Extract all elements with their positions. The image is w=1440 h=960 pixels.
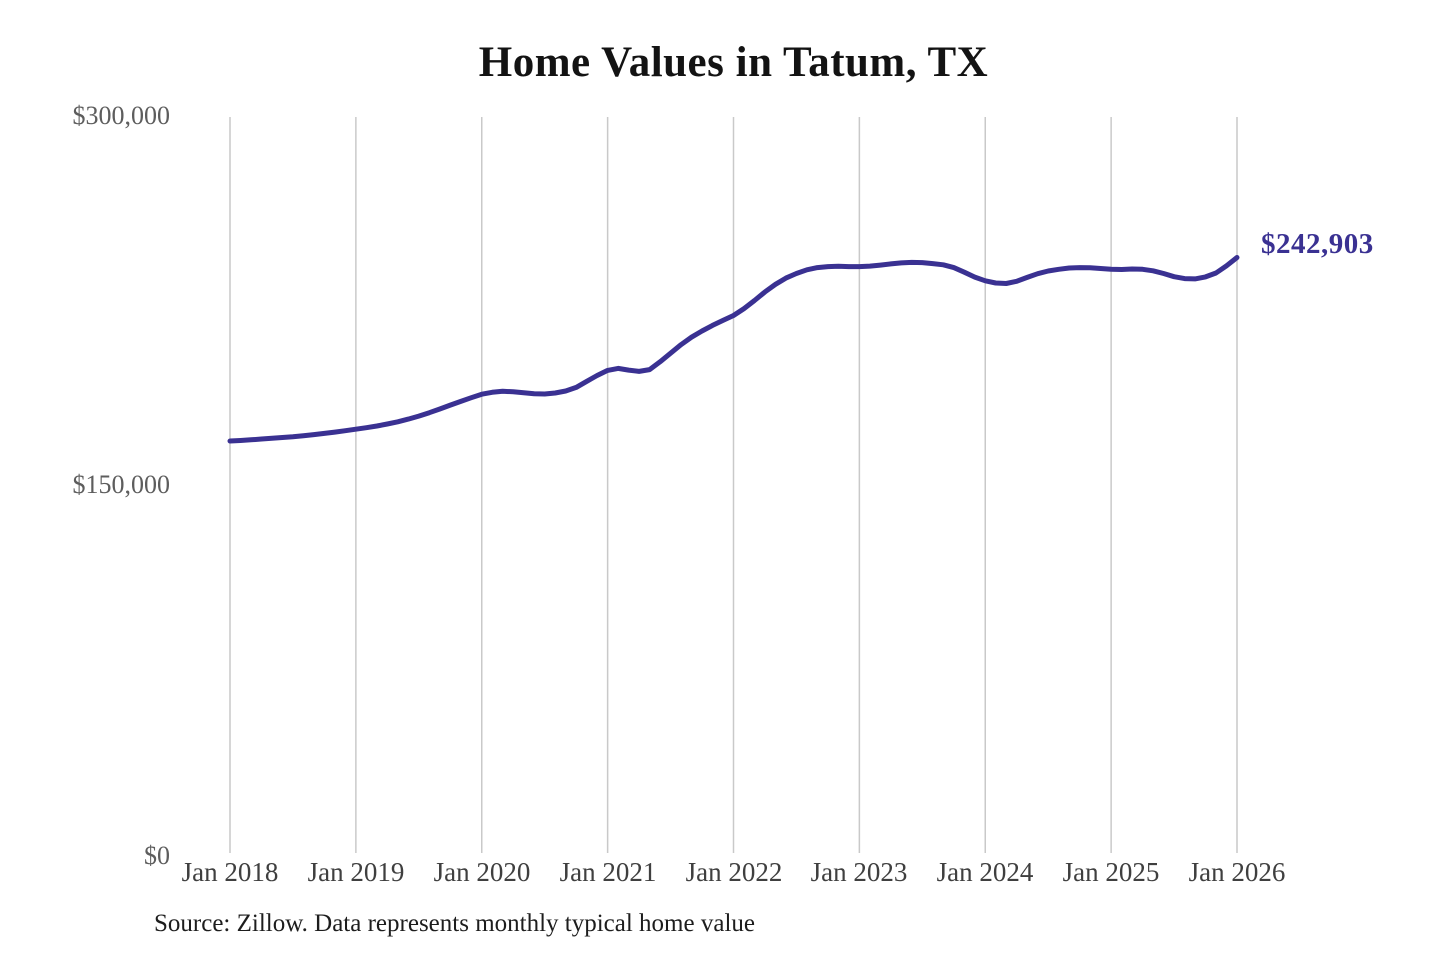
gridlines	[229, 117, 1238, 853]
x-axis-tick-jan-2019: Jan 2019	[307, 857, 405, 887]
y-axis-tick-0: $0	[144, 841, 170, 870]
last-value-annotation: $242,903	[1261, 228, 1374, 260]
x-axis-tick-jan-2020: Jan 2020	[433, 857, 531, 887]
y-axis-tick-150000: $150,000	[72, 470, 171, 499]
x-axis-tick-jan-2021: Jan 2021	[559, 857, 657, 887]
x-axis-tick-jan-2018: Jan 2018	[181, 857, 279, 887]
x-axis-tick-jan-2023: Jan 2023	[810, 857, 908, 887]
x-axis-tick-jan-2024: Jan 2024	[936, 857, 1034, 887]
x-axis-tick-jan-2022: Jan 2022	[685, 857, 783, 887]
x-axis-tick-jan-2025: Jan 2025	[1062, 857, 1160, 887]
source-note: Source: Zillow. Data represents monthly …	[154, 910, 755, 937]
chart-title: Home Values in Tatum, TX	[478, 39, 989, 86]
y-axis-tick-300000: $300,000	[72, 101, 171, 130]
x-axis-tick-jan-2026: Jan 2026	[1188, 857, 1286, 887]
home-value-line	[227, 255, 1240, 444]
